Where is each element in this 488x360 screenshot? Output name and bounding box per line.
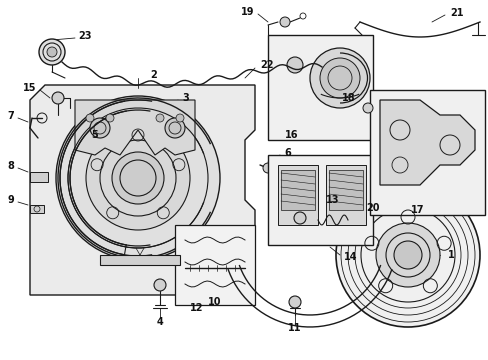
Text: 2: 2 [150, 70, 157, 80]
Bar [325, 165, 365, 225]
Text: 19: 19 [240, 7, 253, 17]
Text: 7: 7 [7, 111, 14, 121]
Circle shape [112, 152, 163, 204]
Circle shape [176, 114, 183, 122]
Text: 14: 14 [343, 252, 357, 262]
Text: 20: 20 [365, 203, 379, 213]
Circle shape [86, 114, 94, 122]
Circle shape [56, 96, 220, 260]
Circle shape [263, 163, 272, 173]
Text: 10: 10 [208, 297, 221, 307]
Text: 17: 17 [410, 205, 424, 215]
Text: 1: 1 [447, 250, 454, 260]
Text: 8: 8 [7, 161, 14, 171]
Bar [30, 172, 48, 182]
Circle shape [288, 296, 301, 308]
Circle shape [90, 118, 110, 138]
Text: 16: 16 [285, 130, 298, 140]
Text: 22: 22 [260, 60, 273, 70]
Circle shape [309, 48, 369, 108]
Text: 11: 11 [287, 323, 301, 333]
Circle shape [319, 58, 359, 98]
Bar [278, 165, 317, 225]
Circle shape [106, 114, 114, 122]
Circle shape [86, 126, 190, 230]
Bar [100, 255, 180, 265]
Polygon shape [75, 100, 195, 155]
Circle shape [39, 39, 65, 65]
Bar [267, 155, 372, 245]
Circle shape [156, 114, 163, 122]
Text: 9: 9 [7, 195, 14, 205]
Bar [175, 225, 254, 305]
Text: 23: 23 [78, 31, 91, 41]
Circle shape [393, 241, 421, 269]
Text: 4: 4 [156, 317, 163, 327]
Bar [30, 205, 44, 213]
Text: 15: 15 [22, 83, 36, 93]
Circle shape [293, 212, 305, 224]
Circle shape [164, 118, 184, 138]
Text: 6: 6 [284, 148, 290, 158]
Polygon shape [30, 85, 254, 295]
Text: 5: 5 [91, 130, 98, 140]
Text: 3: 3 [182, 93, 188, 103]
Text: 18: 18 [342, 93, 355, 103]
Circle shape [335, 183, 479, 327]
Circle shape [375, 223, 439, 287]
Bar [267, 35, 372, 140]
Circle shape [154, 279, 165, 291]
Circle shape [280, 17, 289, 27]
Text: 12: 12 [190, 303, 203, 313]
Text: 13: 13 [325, 195, 339, 205]
Bar [369, 90, 484, 215]
Text: 21: 21 [449, 8, 463, 18]
Polygon shape [379, 100, 474, 185]
Bar [281, 170, 314, 210]
Circle shape [362, 103, 372, 113]
Circle shape [52, 92, 64, 104]
Circle shape [47, 47, 57, 57]
Circle shape [286, 57, 303, 73]
Bar [328, 170, 362, 210]
